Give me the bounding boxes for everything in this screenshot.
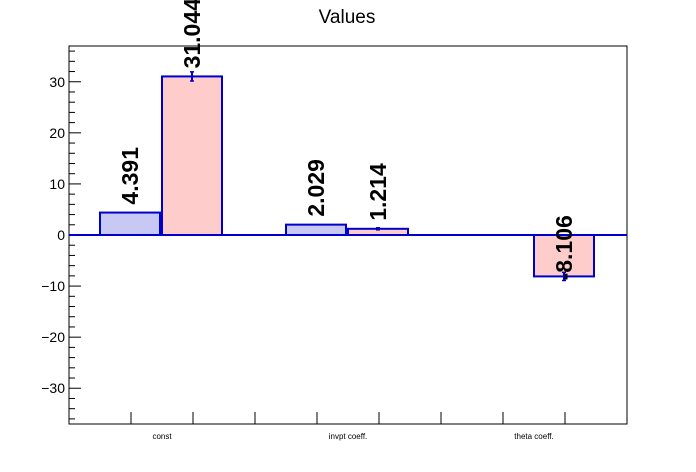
bar [161,75,223,236]
chart-title: Values [319,7,376,28]
y-tick-label: −10 [41,278,65,294]
data-label: 4.391 [117,147,143,205]
x-axis: const invpt coeff. theta coeff. [130,412,566,441]
data-label: 2.029 [303,159,329,217]
y-tick-label: −20 [41,329,65,345]
data-label: 31.044 [179,0,205,68]
y-tick-label: 30 [49,74,65,90]
data-label: -8.106 [551,215,577,280]
y-axis: −30 −20 −10 0 10 20 30 [41,50,81,420]
category-label: invpt coeff. [329,432,368,441]
bar [99,211,161,236]
category-label: theta coeff. [514,432,553,441]
y-tick-label: −30 [41,380,65,396]
bar [285,223,347,237]
category-label: const [152,432,172,441]
bars [99,71,595,282]
data-labels: 4.391 31.044 2.029 1.214 -8.106 [117,0,577,280]
y-tick-label: 10 [49,176,65,192]
y-tick-label: 0 [57,227,65,243]
data-label: 1.214 [365,163,391,221]
y-tick-label: 20 [49,125,65,141]
